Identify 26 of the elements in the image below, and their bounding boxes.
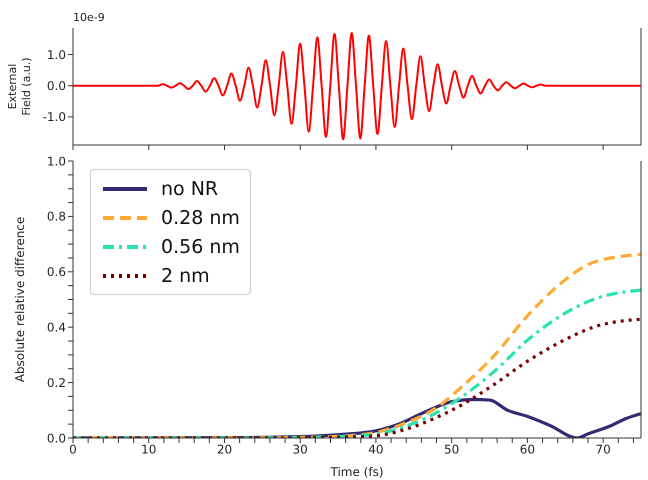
legend-label: 2 nm bbox=[161, 264, 210, 286]
y-tick-label: 0.0 bbox=[46, 78, 66, 93]
y-tick-label: 0.4 bbox=[46, 320, 66, 334]
y-tick-label: -1.0 bbox=[42, 110, 66, 124]
line-series bbox=[73, 32, 641, 140]
x-tick-label: 0 bbox=[69, 442, 77, 457]
text: 10e-9 bbox=[73, 11, 105, 24]
y-tick-label: 1.0 bbox=[46, 48, 66, 62]
legend-label: 0.28 nm bbox=[161, 206, 240, 228]
x-tick-label: 60 bbox=[520, 442, 536, 457]
x-tick-label: 40 bbox=[368, 442, 384, 457]
legend-label: 0.56 nm bbox=[161, 236, 240, 258]
x-tick-label: 30 bbox=[292, 442, 308, 457]
legend-label: no NR bbox=[161, 178, 218, 200]
y-axis-title: External Field (a.u.) bbox=[6, 57, 33, 116]
y-axis-title: Absolute relative difference bbox=[13, 216, 27, 382]
x-tick-label: 50 bbox=[444, 442, 460, 457]
y-tick-label: 0.2 bbox=[46, 376, 66, 390]
y-tick-label: 0.6 bbox=[46, 265, 66, 280]
x-tick-label: 70 bbox=[595, 442, 611, 457]
x-tick-label: 10 bbox=[141, 442, 156, 457]
y-tick-label: 0.0 bbox=[46, 431, 66, 446]
y-tick-label: 0.8 bbox=[46, 210, 66, 224]
x-tick-label: 20 bbox=[216, 442, 232, 457]
y-tick-label: 1.0 bbox=[46, 154, 66, 168]
x-axis-title: Time (fs) bbox=[329, 465, 384, 479]
